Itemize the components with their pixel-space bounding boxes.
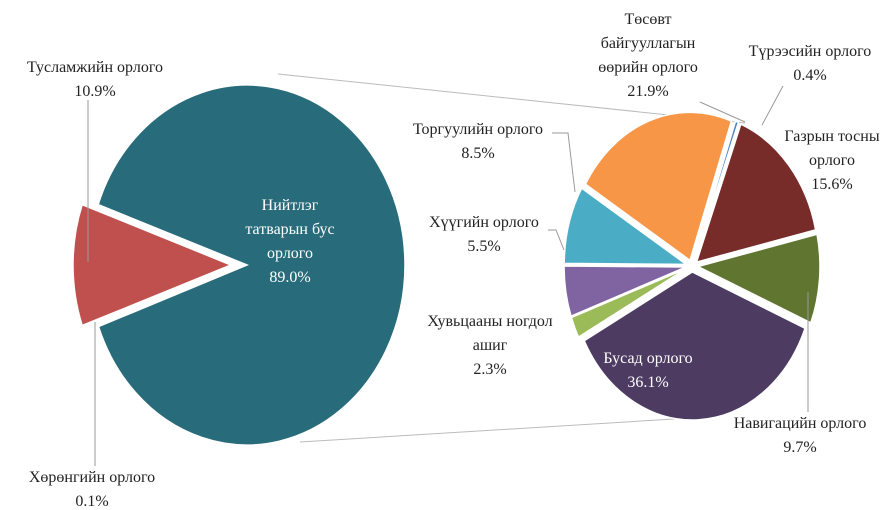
slice-value: 8.5% xyxy=(461,145,495,162)
slice-label: Төсөвт байгууллагын өөрийн орлого 21.9% xyxy=(583,8,713,104)
slice-name: Тусламжийн орлого xyxy=(27,59,163,76)
slice-value: 2.3% xyxy=(473,361,507,378)
connector xyxy=(299,417,691,443)
slice-label: Газрын тосны орлого 15.6% xyxy=(778,125,886,197)
slice-label: Нийтлэг татварын бус орлого 89.0% xyxy=(240,194,340,290)
leader xyxy=(552,132,576,193)
slice-name: Торгуулийн орлого xyxy=(412,121,544,138)
pie-slice xyxy=(72,203,233,327)
slice-value: 10.9% xyxy=(74,83,116,100)
slice-label: Тусламжийн орлого 10.9% xyxy=(0,56,195,104)
pie-slice xyxy=(693,120,740,261)
slice-label: Хувьцааны ногдол ашиг 2.3% xyxy=(423,310,558,382)
slice-name: Хөрөнгийн орлого xyxy=(28,469,156,486)
slice-label: Хөрөнгийн орлого 0.1% xyxy=(0,466,192,510)
slice-label: Торгуулийн орлого 8.5% xyxy=(393,118,563,166)
leaders xyxy=(87,85,809,466)
slice-value: 0.4% xyxy=(793,67,827,84)
slice-name: Хувьцааны ногдол ашиг xyxy=(427,313,553,354)
slice-value: 89.0% xyxy=(269,269,311,286)
leader xyxy=(548,229,565,251)
slice-value: 5.5% xyxy=(467,238,501,255)
pie-slice xyxy=(695,233,821,324)
pie-slice xyxy=(695,123,817,264)
slice-value: 21.9% xyxy=(627,83,669,100)
leader xyxy=(761,85,784,126)
pie-slice xyxy=(563,187,689,266)
slice-label: Түрээсийн орлого 0.4% xyxy=(730,40,890,88)
leader xyxy=(699,101,746,123)
slice-value: 15.6% xyxy=(811,176,853,193)
pie-slice xyxy=(563,265,687,318)
slice-value: 0.1% xyxy=(75,493,109,510)
slice-label: Бусад орлого 36.1% xyxy=(568,347,728,395)
slices xyxy=(72,84,821,446)
slice-value: 9.7% xyxy=(783,439,817,456)
slice-label: Хүүгийн орлого 5.5% xyxy=(404,211,564,259)
slice-name: Навигацийн орлого xyxy=(733,415,867,432)
slice-name: Нийтлэг татварын бус орлого xyxy=(245,197,335,262)
slice-label: Навигацийн орлого 9.7% xyxy=(710,412,890,460)
slice-name: Бусад орлого xyxy=(603,350,693,367)
pie-slice xyxy=(583,271,807,421)
slice-name: Төсөвт байгууллагын өөрийн орлого xyxy=(598,11,698,76)
slice-value: 36.1% xyxy=(627,374,669,391)
slice-name: Түрээсийн орлого xyxy=(748,43,872,60)
pie-slice xyxy=(570,267,687,339)
slice-name: Газрын тосны орлого xyxy=(784,128,880,169)
pie-slice xyxy=(97,84,406,446)
pie-slice xyxy=(584,111,733,262)
slice-name: Хүүгийн орлого xyxy=(429,214,539,231)
